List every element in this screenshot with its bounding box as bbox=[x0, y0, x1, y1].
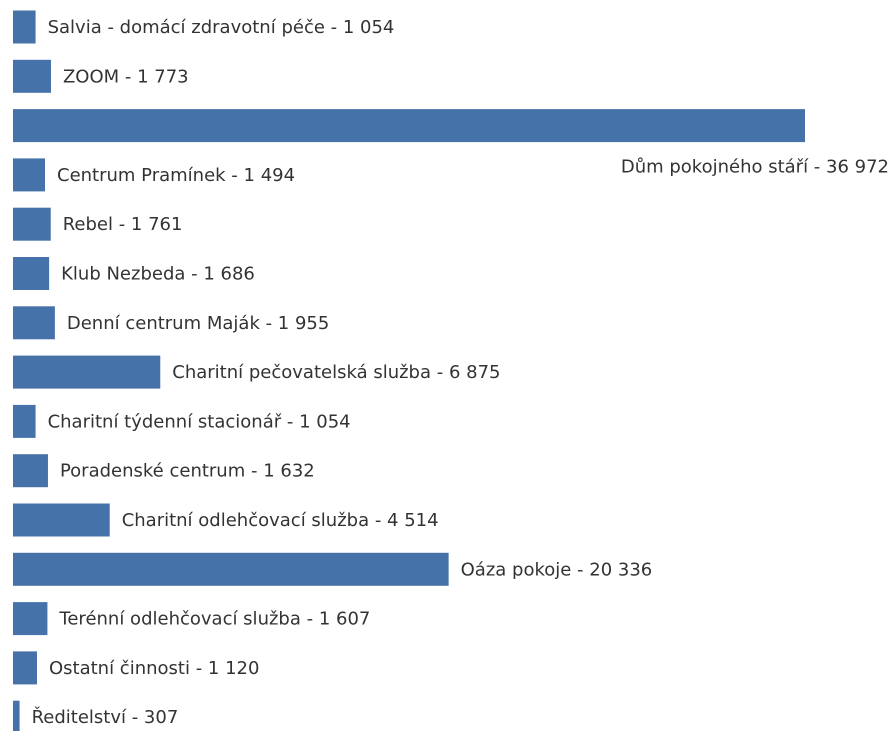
bar bbox=[13, 552, 449, 586]
bar bbox=[13, 109, 805, 143]
bar bbox=[13, 158, 46, 192]
bar-label: Charitní pečovatelská služba - 6 875 bbox=[172, 362, 500, 383]
bar bbox=[13, 257, 50, 290]
bar bbox=[13, 355, 161, 389]
bar bbox=[13, 503, 110, 537]
bar bbox=[13, 454, 48, 488]
bar bbox=[13, 306, 55, 340]
bar bbox=[13, 700, 20, 731]
bar-label: Charitní odlehčovací služba - 4 514 bbox=[122, 510, 439, 531]
bar-label: Salvia - domácí zdravotní péče - 1 054 bbox=[48, 17, 395, 38]
bar-label: Klub Nezbeda - 1 686 bbox=[61, 264, 255, 285]
bar-label: Terénní odlehčovací služba - 1 607 bbox=[58, 609, 370, 630]
bar-label: Oáza pokoje - 20 336 bbox=[461, 559, 653, 580]
bar-label: Charitní týdenní stacionář - 1 054 bbox=[48, 411, 351, 432]
bar bbox=[13, 602, 48, 636]
bar bbox=[13, 404, 36, 438]
bar-label: Rebel - 1 761 bbox=[63, 214, 183, 235]
bar-label: Centrum Pramínek - 1 494 bbox=[57, 165, 295, 186]
bar bbox=[13, 207, 51, 241]
bar-label: Dům pokojného stáří - 36 972 bbox=[621, 157, 889, 178]
bar-label: Ředitelství - 307 bbox=[32, 706, 179, 728]
bar bbox=[13, 651, 37, 685]
bar-label: ZOOM - 1 773 bbox=[63, 66, 189, 87]
bar bbox=[13, 10, 36, 44]
bar-label: Denní centrum Maják - 1 955 bbox=[67, 313, 329, 334]
bar bbox=[13, 59, 51, 93]
bar-label: Ostatní činnosti - 1 120 bbox=[49, 658, 259, 679]
bar-label: Poradenské centrum - 1 632 bbox=[60, 461, 315, 482]
